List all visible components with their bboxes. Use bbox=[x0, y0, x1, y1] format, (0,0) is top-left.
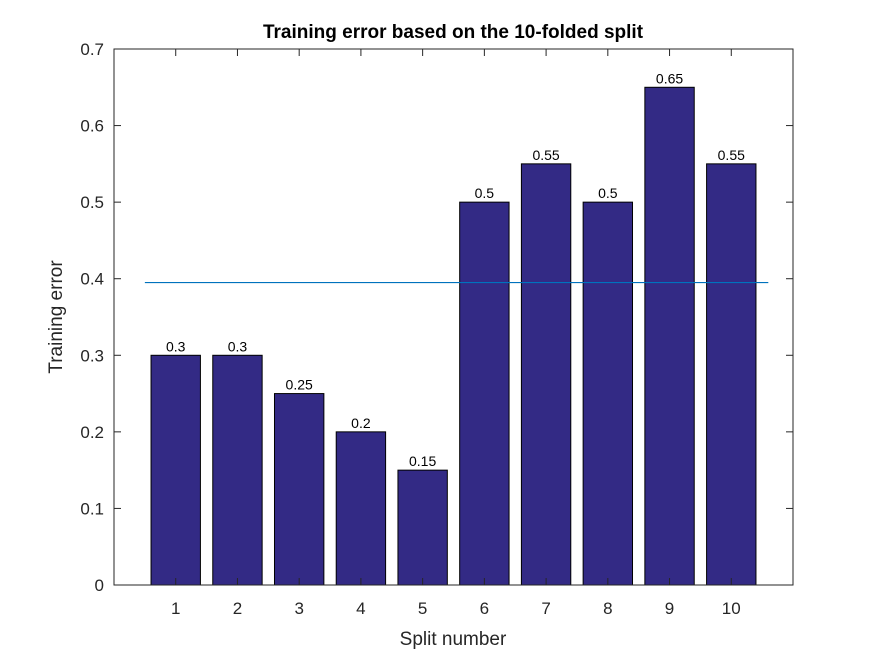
x-tick-label: 1 bbox=[171, 599, 180, 618]
bar bbox=[273, 393, 325, 586]
y-tick-label: 0.3 bbox=[80, 346, 104, 365]
x-tick-label: 2 bbox=[233, 599, 242, 618]
y-axis-ticks: 0 0.1 0.2 0.3 0.4 0.5 0.6 0.7 bbox=[80, 40, 793, 595]
data-label: 0.15 bbox=[409, 453, 436, 469]
bar bbox=[150, 354, 201, 586]
data-label: 0.55 bbox=[532, 147, 559, 163]
data-label: 0.2 bbox=[351, 415, 371, 431]
x-tick-label: 4 bbox=[356, 599, 365, 618]
y-tick-label: 0.4 bbox=[80, 270, 104, 289]
x-tick-label: 7 bbox=[541, 599, 550, 618]
y-axis-label: Training error bbox=[46, 260, 67, 374]
x-axis-ticks: 1 2 3 4 5 6 7 8 9 10 bbox=[171, 49, 741, 618]
data-label: 0.65 bbox=[656, 70, 683, 86]
data-label: 0.3 bbox=[228, 338, 248, 354]
chart-title: Training error based on the 10-folded sp… bbox=[263, 22, 644, 43]
plot-area-frame bbox=[113, 48, 794, 586]
x-tick-label: 9 bbox=[665, 599, 674, 618]
bar bbox=[335, 431, 387, 586]
bar bbox=[459, 201, 510, 586]
y-tick-label: 0.5 bbox=[80, 193, 104, 212]
data-label: 0.55 bbox=[718, 147, 745, 163]
y-tick-label: 0.7 bbox=[80, 40, 104, 59]
data-label: 0.5 bbox=[598, 185, 618, 201]
data-label: 0.5 bbox=[475, 185, 495, 201]
y-tick-label: 0.6 bbox=[80, 117, 104, 136]
x-axis-label: Split number bbox=[400, 629, 507, 650]
x-tick-label: 3 bbox=[294, 599, 303, 618]
bar bbox=[212, 354, 263, 586]
x-tick-label: 6 bbox=[480, 599, 489, 618]
data-labels-layer: 0.3 0.3 0.25 0.2 0.15 0.5 0.55 0.5 0.65 0.55 bbox=[166, 70, 745, 469]
bars-layer bbox=[150, 86, 757, 586]
bar bbox=[706, 163, 757, 586]
bar bbox=[644, 86, 695, 586]
x-tick-label: 8 bbox=[603, 599, 612, 618]
y-tick-label: 0.1 bbox=[80, 499, 104, 518]
bar bbox=[520, 163, 572, 586]
y-tick-label: 0.2 bbox=[80, 423, 104, 442]
y-tick-label: 0 bbox=[95, 576, 104, 595]
bar bbox=[397, 469, 448, 586]
x-tick-label: 5 bbox=[418, 599, 427, 618]
data-label: 0.3 bbox=[166, 338, 186, 354]
data-label: 0.25 bbox=[286, 377, 313, 393]
x-tick-label: 10 bbox=[722, 599, 741, 618]
bar bbox=[582, 201, 634, 586]
